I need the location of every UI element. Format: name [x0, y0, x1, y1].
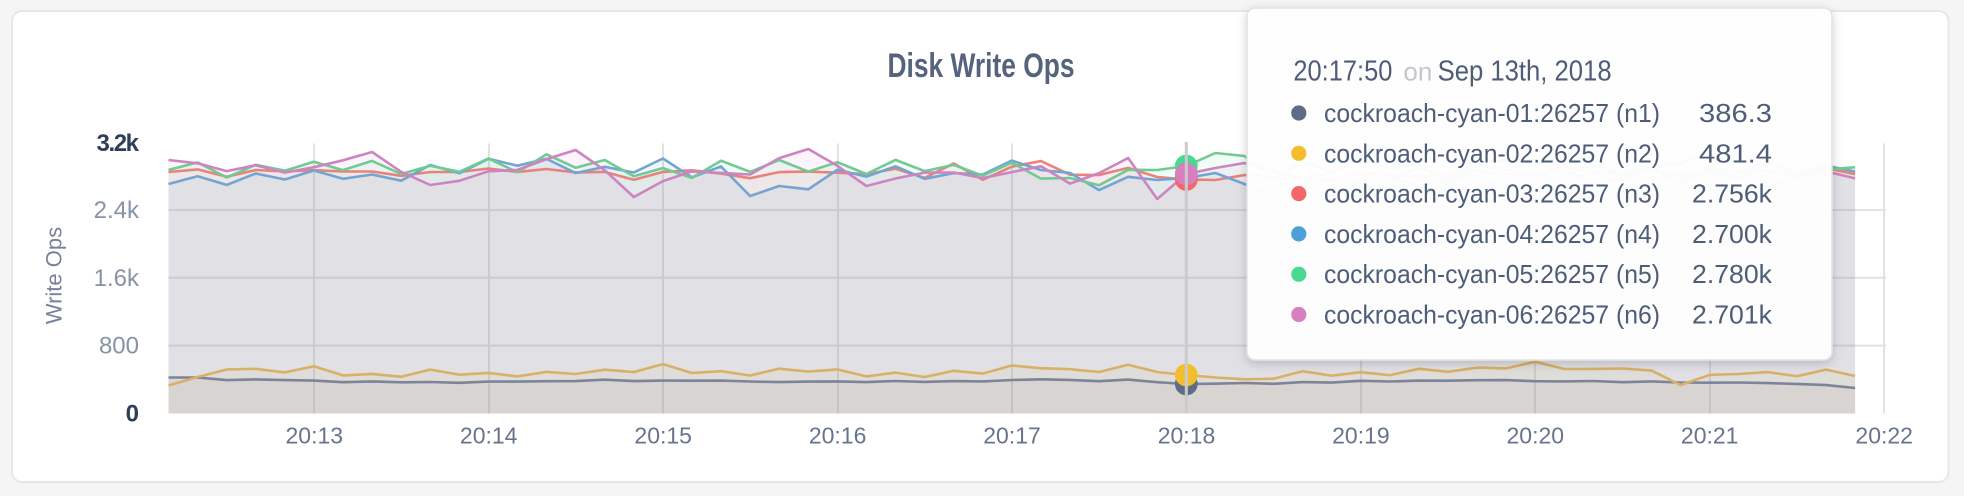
svg-text:0: 0 — [126, 401, 139, 428]
svg-text:2.700k: 2.700k — [1692, 219, 1773, 249]
svg-text:20:16: 20:16 — [809, 423, 867, 449]
svg-text:cockroach-cyan-01:26257 (n1): cockroach-cyan-01:26257 (n1) — [1324, 98, 1660, 128]
svg-text:cockroach-cyan-03:26257 (n3): cockroach-cyan-03:26257 (n3) — [1324, 179, 1660, 209]
svg-text:3.2k: 3.2k — [97, 130, 140, 157]
svg-text:Disk Write Ops: Disk Write Ops — [888, 47, 1075, 85]
svg-text:cockroach-cyan-04:26257 (n4): cockroach-cyan-04:26257 (n4) — [1324, 219, 1660, 249]
svg-text:20:19: 20:19 — [1332, 423, 1390, 449]
svg-text:2.756k: 2.756k — [1692, 179, 1773, 209]
svg-text:20:20: 20:20 — [1507, 423, 1565, 449]
svg-text:2.701k: 2.701k — [1692, 300, 1773, 330]
svg-text:20:21: 20:21 — [1681, 423, 1739, 449]
svg-text:20:18: 20:18 — [1158, 423, 1216, 449]
svg-text:cockroach-cyan-06:26257 (n6): cockroach-cyan-06:26257 (n6) — [1324, 300, 1660, 330]
svg-text:2.4k: 2.4k — [94, 197, 140, 224]
svg-text:20:15: 20:15 — [634, 423, 692, 449]
svg-text:1.6k: 1.6k — [94, 265, 140, 292]
svg-text:800: 800 — [99, 333, 139, 360]
svg-text:cockroach-cyan-02:26257 (n2): cockroach-cyan-02:26257 (n2) — [1324, 138, 1660, 168]
svg-text:Write Ops: Write Ops — [42, 227, 67, 324]
svg-text:20:17: 20:17 — [983, 423, 1041, 449]
svg-text:481.4: 481.4 — [1699, 138, 1772, 168]
svg-text:20:14: 20:14 — [460, 423, 518, 449]
svg-text:2.780k: 2.780k — [1692, 259, 1773, 289]
svg-text:cockroach-cyan-05:26257 (n5): cockroach-cyan-05:26257 (n5) — [1324, 259, 1660, 289]
svg-text:20:13: 20:13 — [286, 423, 344, 449]
svg-text:386.3: 386.3 — [1699, 98, 1772, 128]
svg-text:20:22: 20:22 — [1855, 423, 1913, 449]
